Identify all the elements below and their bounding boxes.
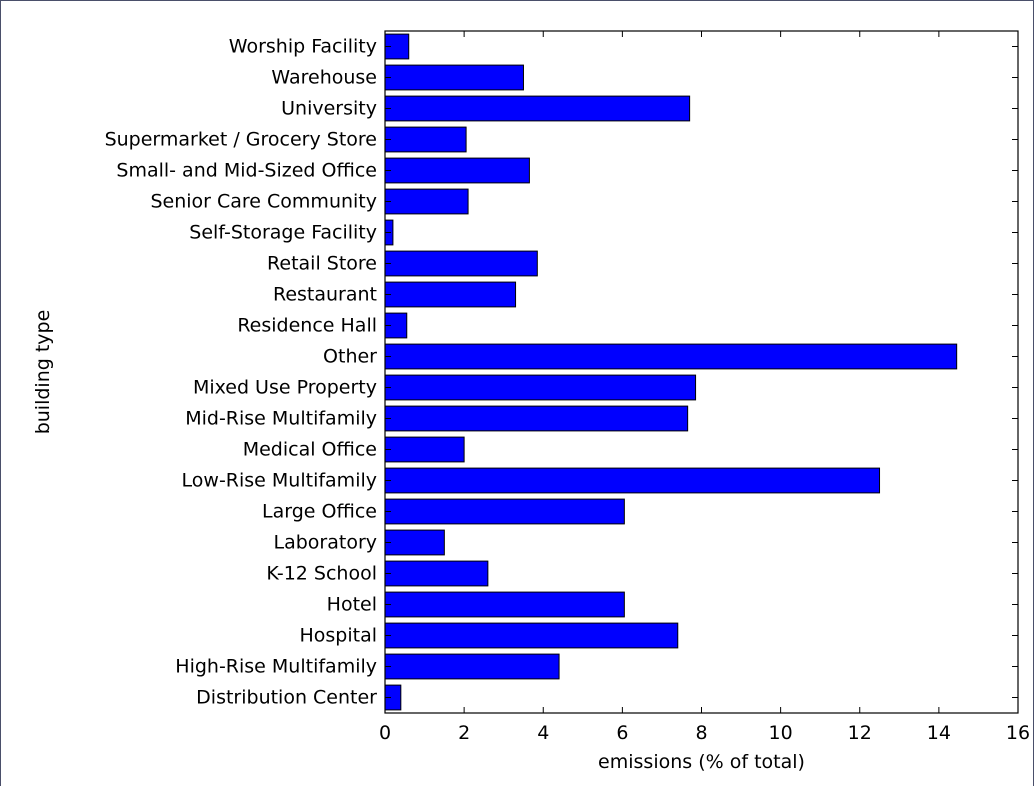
y-tick-label: Self-Storage Facility: [189, 222, 377, 244]
x-tick-label: 6: [616, 722, 628, 744]
y-tick-label: High-Rise Multifamily: [175, 656, 377, 678]
bar: [384, 157, 530, 184]
y-tick-label: University: [281, 98, 377, 120]
y-ticks-group: Worship Facility Warehouse University Super…: [105, 36, 1018, 709]
bar: [384, 622, 679, 649]
x-tick-label: 2: [458, 722, 470, 744]
x-ticks-group: 0 2 4 6 8 10 12 14 16: [379, 31, 1030, 744]
y-tick-label: Laboratory: [274, 532, 378, 554]
x-tick-label: 14: [927, 722, 951, 744]
y-tick-label: Other: [323, 346, 377, 368]
y-tick-label: K-12 School: [266, 563, 377, 585]
bar: [384, 250, 538, 277]
y-tick-label: Mid-Rise Multifamily: [185, 408, 377, 430]
y-tick-label: Small- and Mid-Sized Office: [116, 160, 377, 182]
bar: [384, 374, 697, 401]
y-tick-label: Supermarket / Grocery Store: [105, 129, 377, 151]
bar: [384, 95, 691, 122]
x-tick-label: 4: [537, 722, 549, 744]
y-tick-label: Low-Rise Multifamily: [182, 470, 377, 492]
bar: [384, 591, 625, 618]
plot-area-border: [384, 30, 1019, 714]
bar: [384, 560, 489, 587]
bar: [384, 188, 469, 215]
bar: [384, 653, 560, 680]
bar: [384, 343, 958, 370]
y-tick-label: Hospital: [299, 625, 377, 647]
y-tick-label: Restaurant: [273, 284, 377, 306]
x-tick-label: 8: [695, 722, 707, 744]
x-tick-label: 10: [769, 722, 793, 744]
y-tick-label: Worship Facility: [229, 36, 377, 58]
x-axis-label: emissions (% of total): [598, 751, 805, 773]
y-tick-label: Residence Hall: [237, 315, 377, 337]
x-tick-label: 0: [379, 722, 391, 744]
bars-group: [384, 33, 958, 711]
bar: [384, 467, 881, 494]
bar: [384, 498, 625, 525]
x-tick-label: 16: [1006, 722, 1030, 744]
y-tick-label: Senior Care Community: [150, 191, 377, 213]
bar: [384, 281, 517, 308]
y-tick-label: Warehouse: [271, 67, 377, 89]
y-tick-label: Large Office: [262, 501, 377, 523]
y-tick-label: Medical Office: [243, 439, 377, 461]
bar: [384, 529, 445, 556]
bar: [384, 405, 689, 432]
bar: [384, 436, 465, 463]
y-tick-label: Mixed Use Property: [193, 377, 377, 399]
y-tick-label: Retail Store: [267, 253, 377, 275]
y-tick-label: Hotel: [327, 594, 377, 616]
bar: [384, 64, 524, 91]
bar: [384, 126, 467, 153]
x-tick-label: 12: [848, 722, 872, 744]
y-axis-label: building type: [32, 310, 54, 435]
y-tick-label: Distribution Center: [196, 687, 377, 709]
